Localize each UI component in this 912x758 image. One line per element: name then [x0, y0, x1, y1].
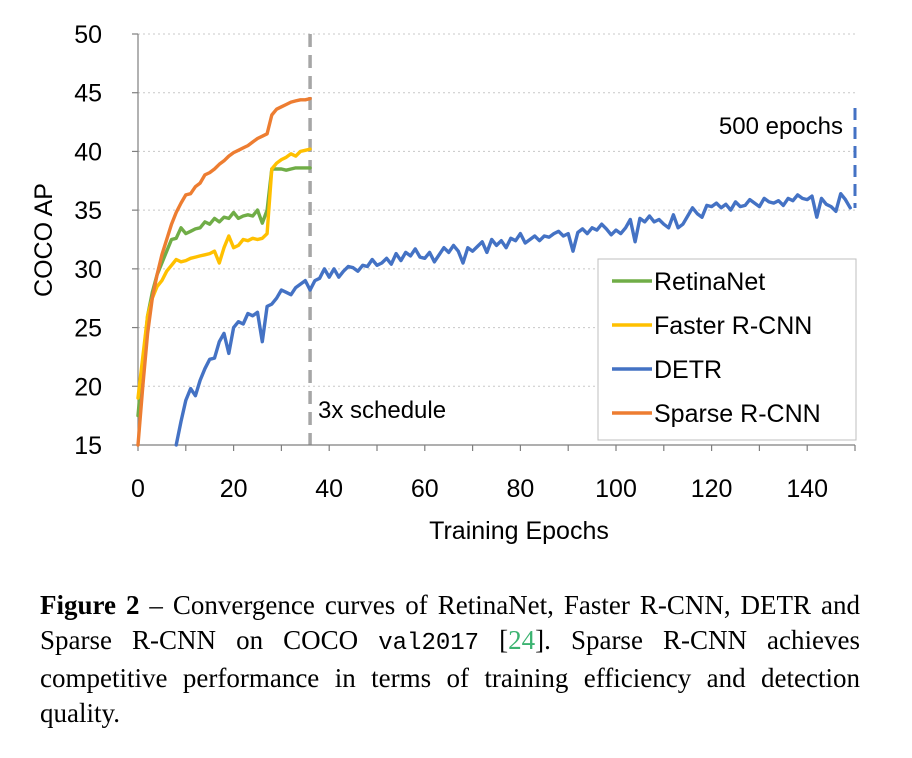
legend: RetinaNet Faster R-CNN DETR Sparse R-CNN	[597, 258, 857, 441]
figure-caption: Figure 2 – Convergence curves of RetinaN…	[40, 588, 860, 731]
y-tick-label: 15	[74, 432, 102, 460]
series-line-retinanet	[136, 166, 312, 418]
series-lines	[136, 96, 852, 447]
y-axis-label: COCO AP	[30, 183, 58, 297]
x-tick-label: 140	[786, 475, 828, 503]
x-axis-label: Training Epochs	[429, 517, 609, 545]
series-line-sparse-r-cnn	[136, 96, 312, 447]
series-line-faster-r-cnn	[136, 147, 312, 400]
x-tick-label: 100	[595, 475, 637, 503]
annotation-3x-schedule: 3x schedule	[318, 397, 446, 424]
y-tick-label: 35	[74, 197, 102, 225]
x-tick-label: 60	[411, 475, 439, 503]
y-tick-label: 45	[74, 80, 102, 108]
legend-label: RetinaNet	[654, 268, 765, 296]
caption-dataset-name: val2017	[378, 630, 480, 657]
y-tick-labels: 15 20 25 30 35 40 45 50	[74, 21, 102, 460]
caption-citation-link[interactable]: 24	[508, 625, 536, 655]
x-tick-label: 40	[315, 475, 343, 503]
convergence-chart: 15 20 25 30 35 40 45 50 0 20 40 60 80 100 120 140 COCO…	[30, 21, 857, 545]
caption-text-1: – Convergence curves of RetinaNet, Faste…	[40, 590, 860, 655]
series-line-detr	[174, 192, 852, 447]
x-tick-labels: 0 20 40 60 80 100 120 140	[131, 475, 828, 503]
legend-label: DETR	[654, 356, 722, 384]
legend-label: Faster R-CNN	[654, 312, 812, 340]
x-tick-label: 0	[131, 475, 145, 503]
x-tick-label: 120	[691, 475, 733, 503]
x-tick-label: 80	[506, 475, 534, 503]
y-tick-label: 40	[74, 138, 102, 166]
caption-figure-label: Figure 2	[40, 590, 140, 620]
y-tick-label: 20	[74, 373, 102, 401]
y-tick-label: 25	[74, 315, 102, 343]
y-tick-label: 50	[74, 21, 102, 49]
axes	[132, 33, 856, 451]
legend-label: Sparse R-CNN	[654, 400, 821, 428]
annotation-500-epochs: 500 epochs	[719, 113, 843, 140]
x-tick-label: 20	[220, 475, 248, 503]
caption-text-2: ]. Sparse R-CNN achieves competitive per…	[40, 625, 860, 728]
caption-bracket-open: [	[479, 625, 509, 655]
legend-box	[597, 258, 857, 441]
y-tick-label: 30	[74, 256, 102, 284]
